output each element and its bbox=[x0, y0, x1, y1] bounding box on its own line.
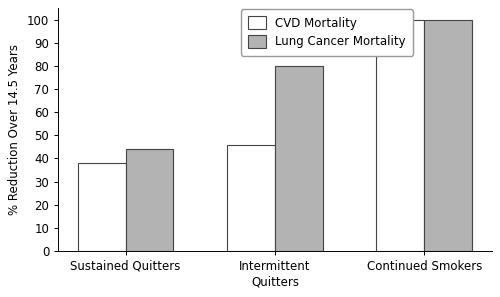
Bar bbox=[227, 145, 275, 251]
X-axis label: Quitters: Quitters bbox=[251, 276, 299, 289]
Legend: CVD Mortality, Lung Cancer Mortality: CVD Mortality, Lung Cancer Mortality bbox=[241, 10, 413, 56]
Y-axis label: % Reduction Over 14.5 Years: % Reduction Over 14.5 Years bbox=[8, 44, 22, 215]
Bar bbox=[275, 66, 322, 251]
Bar bbox=[376, 20, 424, 251]
Bar bbox=[126, 149, 174, 251]
Bar bbox=[78, 163, 126, 251]
Bar bbox=[424, 20, 472, 251]
